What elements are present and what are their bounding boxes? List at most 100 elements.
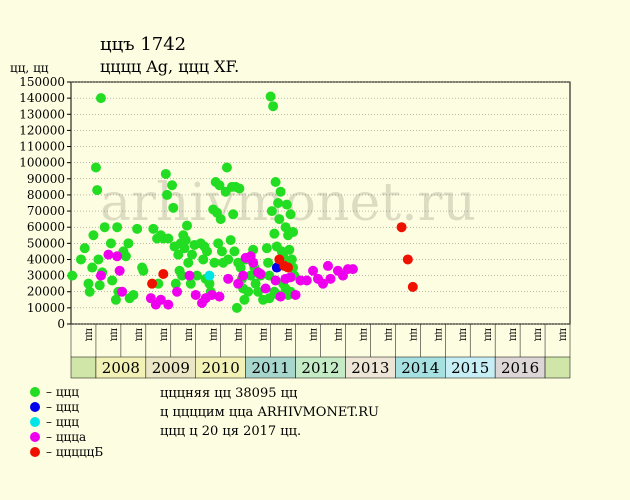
y-tick-label: 20000	[27, 285, 65, 299]
x-tick-label: цц	[408, 328, 419, 341]
data-point	[160, 168, 171, 179]
data-point	[120, 251, 131, 262]
data-point	[170, 278, 181, 289]
data-point	[286, 254, 297, 265]
year-label: 2015	[451, 359, 489, 377]
data-point	[163, 299, 174, 310]
x-tick-label: цц	[433, 328, 444, 341]
data-point	[191, 270, 202, 281]
legend-label: – цццццБ	[46, 444, 104, 459]
data-point	[112, 251, 123, 262]
x-tick-label: цц	[208, 328, 219, 341]
data-point	[214, 180, 225, 191]
legend-item: – ццц	[30, 414, 103, 429]
legend: – ццц – ццц – ццц – цццa – цццццБ	[30, 384, 103, 459]
data-point	[75, 254, 86, 265]
data-point	[112, 222, 123, 233]
data-point	[407, 281, 418, 292]
legend-marker	[30, 401, 40, 412]
data-point	[190, 289, 201, 300]
data-point	[269, 228, 280, 239]
data-point	[238, 270, 249, 281]
y-tick-label: 90000	[27, 172, 65, 186]
data-point	[184, 270, 195, 281]
x-tick-label: цц	[308, 328, 319, 341]
data-point	[221, 162, 232, 173]
legend-item: – ццц	[30, 399, 103, 414]
data-point	[396, 222, 407, 233]
y-axis-unit: цц, цц	[10, 61, 49, 75]
data-point	[95, 270, 106, 281]
data-point	[250, 278, 261, 289]
year-label: 2009	[152, 359, 190, 377]
data-point	[228, 209, 239, 220]
data-point	[94, 280, 105, 291]
data-point	[234, 183, 245, 194]
data-point	[67, 270, 78, 281]
legend-marker	[30, 431, 40, 442]
note-line: ццц ц 20 ця 2017 цц.	[160, 424, 302, 439]
y-tick-label: 80000	[27, 188, 65, 202]
data-point	[213, 238, 224, 249]
data-point	[87, 262, 98, 273]
data-point	[285, 209, 296, 220]
data-point	[231, 302, 242, 313]
data-point	[201, 246, 212, 257]
data-point	[301, 275, 312, 286]
chart-subtitle: цццц Ag, ццц XF.	[100, 57, 239, 76]
data-point	[225, 235, 236, 246]
x-tick-label: цц	[233, 328, 244, 341]
year-label: 2016	[501, 359, 539, 377]
y-tick-label: 50000	[27, 236, 65, 250]
y-tick-label: 110000	[19, 140, 65, 154]
x-tick-label: цц	[508, 328, 519, 341]
data-point	[317, 278, 328, 289]
y-tick-label: 30000	[27, 269, 65, 283]
legend-item: – цццa	[30, 429, 103, 444]
year-label: 2008	[102, 359, 140, 377]
data-point	[172, 286, 183, 297]
data-point	[273, 198, 284, 208]
data-point	[263, 257, 274, 268]
data-point	[275, 186, 286, 197]
data-point	[103, 249, 114, 260]
data-point	[123, 238, 134, 249]
y-tick-label: 150000	[19, 75, 65, 89]
data-point	[308, 265, 319, 276]
data-point	[216, 246, 227, 257]
year-band	[544, 356, 571, 379]
x-tick-label: цц	[83, 328, 94, 341]
data-point	[402, 254, 413, 265]
data-points	[67, 91, 418, 313]
data-point	[239, 294, 250, 305]
data-point	[185, 278, 196, 289]
y-tick-label: 60000	[27, 220, 65, 234]
data-point	[84, 286, 95, 297]
data-point	[233, 278, 244, 289]
data-point	[325, 273, 336, 284]
y-tick-label: 120000	[19, 123, 65, 137]
year-label: 2011	[252, 359, 290, 377]
x-tick-label: цц	[458, 328, 469, 341]
data-point	[88, 230, 99, 241]
data-point	[245, 270, 256, 281]
data-point	[223, 254, 234, 265]
data-point	[264, 293, 275, 304]
note-line: цццняя цц 38095 цц	[160, 386, 298, 401]
data-point	[229, 246, 240, 257]
legend-label: – ццц	[46, 399, 79, 414]
data-point	[198, 254, 209, 265]
data-point	[243, 286, 254, 297]
legend-label: – ццц	[46, 384, 79, 399]
x-axis: цц цц цц цц цц цц цц цц цц цц цц цц цц цц цц цц цц цц цц цц…	[70, 324, 571, 379]
x-tick-label: цц	[183, 328, 194, 341]
data-point	[271, 262, 282, 273]
x-tick-label: цц	[108, 328, 119, 341]
data-point	[167, 180, 178, 191]
data-point	[255, 268, 266, 279]
data-point	[183, 257, 194, 268]
data-point	[132, 223, 143, 234]
data-point	[261, 243, 272, 254]
x-tick-label: цц	[333, 328, 344, 341]
data-point	[209, 257, 220, 268]
